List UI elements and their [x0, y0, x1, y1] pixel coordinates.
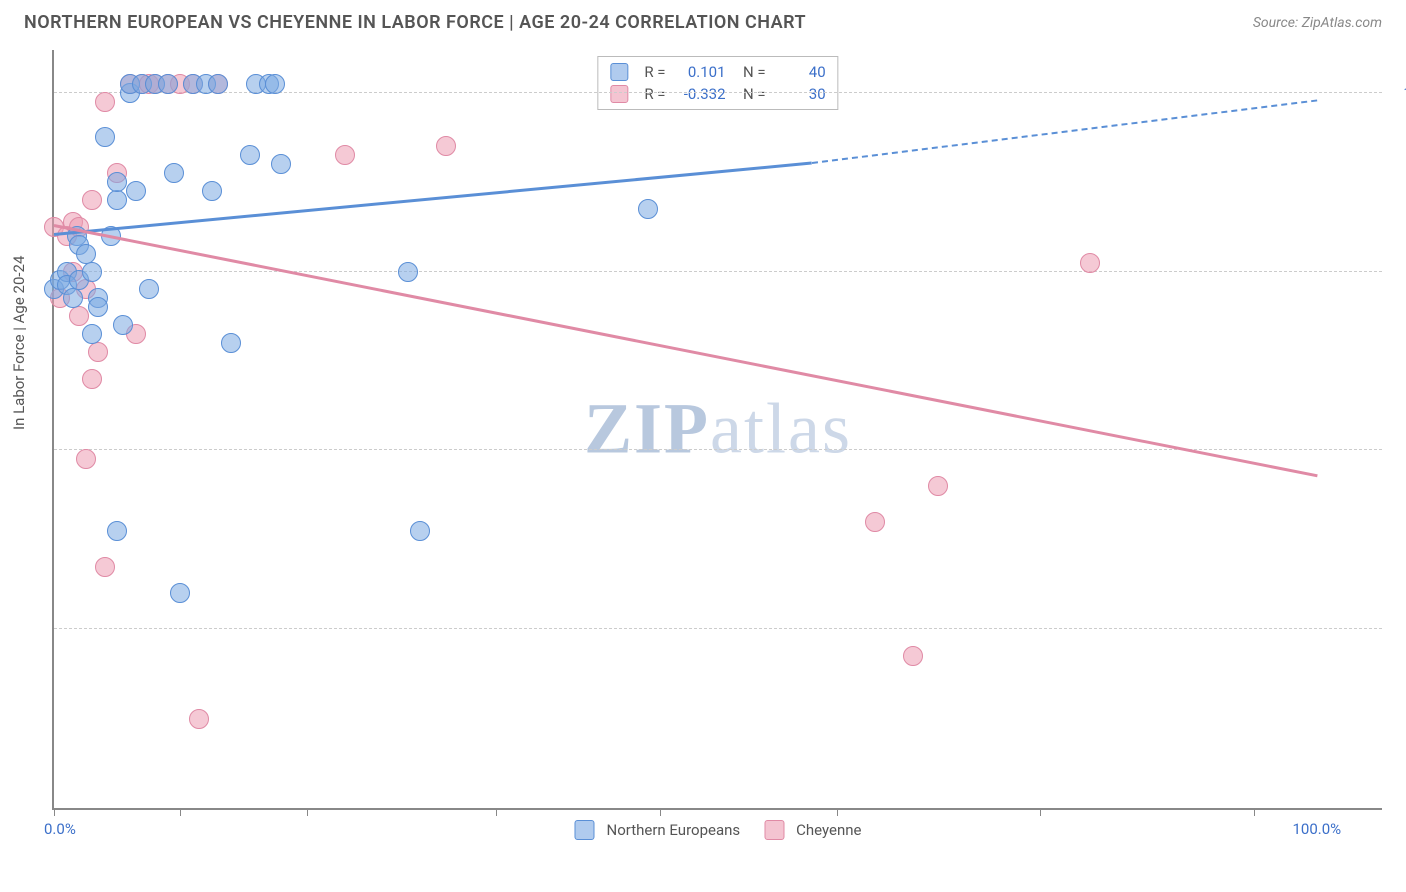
legend-item-a: Northern Europeans: [574, 820, 740, 840]
data-point: [82, 324, 102, 344]
trend-line-extrapolated: [812, 100, 1318, 165]
data-point: [1080, 253, 1100, 273]
x-tick: [54, 808, 55, 816]
legend-row-a: R = 0.101 N = 40: [610, 61, 825, 83]
swatch-b-icon: [764, 820, 784, 840]
series-b-name: Cheyenne: [796, 821, 861, 839]
data-point: [436, 136, 456, 156]
watermark-text-b: atlas: [710, 389, 852, 469]
swatch-a-icon: [610, 63, 628, 81]
data-point: [82, 190, 102, 210]
trend-line: [54, 224, 1318, 477]
gridline: [54, 271, 1382, 272]
n-value-b: 30: [776, 85, 826, 103]
data-point: [638, 199, 658, 219]
data-point: [88, 297, 108, 317]
data-point: [271, 154, 291, 174]
data-point: [69, 306, 89, 326]
data-point: [88, 342, 108, 362]
y-axis-label: In Labor Force | Age 20-24: [10, 256, 28, 430]
n-label: N =: [736, 63, 766, 81]
correlation-legend: R = 0.101 N = 40 R = -0.332 N = 30: [597, 56, 838, 110]
x-tick: [1040, 808, 1041, 816]
data-point: [208, 74, 228, 94]
x-tick: [307, 808, 308, 816]
data-point: [189, 709, 209, 729]
swatch-a-icon: [574, 820, 594, 840]
r-value-b: -0.332: [676, 85, 726, 103]
n-label: N =: [736, 85, 766, 103]
data-point: [95, 127, 115, 147]
r-value-a: 0.101: [676, 63, 726, 81]
data-point: [95, 92, 115, 112]
data-point: [865, 512, 885, 532]
data-point: [126, 181, 146, 201]
data-point: [240, 145, 260, 165]
x-tick: [180, 808, 181, 816]
series-a-name: Northern Europeans: [606, 821, 740, 839]
source-label: Source: ZipAtlas.com: [1253, 15, 1382, 31]
data-point: [903, 646, 923, 666]
data-point: [164, 163, 184, 183]
y-tick-label: 60.0%: [1392, 441, 1406, 459]
x-tick: [660, 808, 661, 816]
data-point: [398, 262, 418, 282]
x-tick: [1254, 808, 1255, 816]
data-point: [95, 557, 115, 577]
x-tick-label-left: 0.0%: [44, 820, 76, 838]
page-title: NORTHERN EUROPEAN VS CHEYENNE IN LABOR F…: [24, 12, 806, 33]
r-label: R =: [644, 85, 665, 103]
data-point: [335, 145, 355, 165]
data-point: [107, 521, 127, 541]
data-point: [202, 181, 222, 201]
data-point: [63, 288, 83, 308]
data-point: [265, 74, 285, 94]
series-legend: Northern Europeans Cheyenne: [574, 820, 861, 840]
data-point: [82, 369, 102, 389]
correlation-chart: ZIPatlas R = 0.101 N = 40 R = -0.332 N =…: [52, 50, 1382, 810]
data-point: [170, 583, 190, 603]
watermark-text-a: ZIP: [584, 389, 710, 469]
gridline: [54, 628, 1382, 629]
watermark: ZIPatlas: [584, 388, 852, 471]
x-tick: [837, 808, 838, 816]
data-point: [107, 190, 127, 210]
y-tick-label: 40.0%: [1392, 620, 1406, 638]
data-point: [221, 333, 241, 353]
data-point: [139, 279, 159, 299]
data-point: [82, 262, 102, 282]
data-point: [928, 476, 948, 496]
data-point: [113, 315, 133, 335]
y-tick-label: 100.0%: [1392, 84, 1406, 102]
x-tick-label-right: 100.0%: [1293, 820, 1342, 838]
data-point: [107, 172, 127, 192]
y-tick-label: 80.0%: [1392, 263, 1406, 281]
r-label: R =: [644, 63, 665, 81]
data-point: [158, 74, 178, 94]
data-point: [410, 521, 430, 541]
n-value-a: 40: [776, 63, 826, 81]
legend-row-b: R = -0.332 N = 30: [610, 83, 825, 105]
data-point: [76, 449, 96, 469]
x-tick: [496, 808, 497, 816]
swatch-b-icon: [610, 85, 628, 103]
legend-item-b: Cheyenne: [764, 820, 861, 840]
